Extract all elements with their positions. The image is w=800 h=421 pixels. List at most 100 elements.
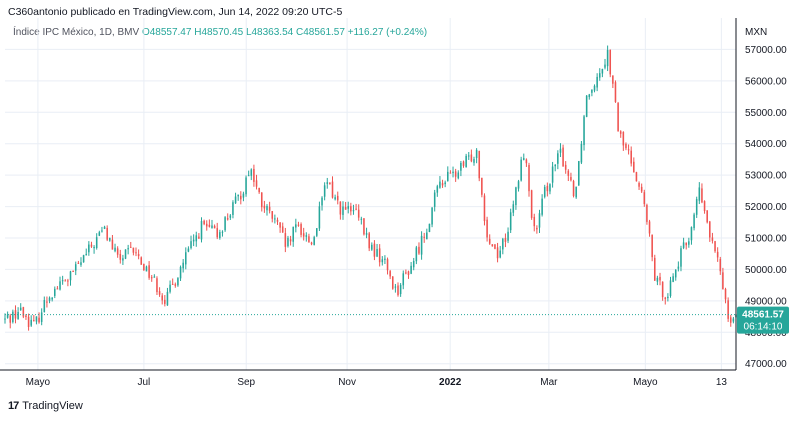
candle-body — [572, 181, 575, 196]
candle-body — [635, 172, 638, 182]
candle-body — [373, 243, 376, 257]
candle-body — [496, 247, 499, 259]
candle-body — [268, 206, 271, 211]
candle-body — [478, 151, 481, 179]
candle-body — [344, 207, 347, 210]
candle-body — [74, 264, 77, 271]
candle-body — [530, 190, 533, 218]
candle-body — [12, 311, 14, 323]
last-price-label: 48561.57 — [742, 310, 784, 321]
candle-body — [640, 186, 643, 192]
candle-body — [326, 182, 329, 184]
candle-body — [334, 197, 336, 200]
candle-body — [313, 237, 315, 245]
candle-body — [512, 204, 515, 213]
candle-body — [77, 262, 80, 264]
candle-body — [205, 223, 208, 227]
candle-body — [190, 241, 192, 249]
candle-body — [562, 147, 564, 167]
candle-body — [491, 244, 494, 247]
candle-body — [653, 257, 656, 281]
candle-body — [627, 149, 630, 151]
candle-body — [394, 286, 397, 288]
candle-body — [397, 285, 399, 296]
candle-body — [722, 272, 724, 290]
candle-body — [240, 195, 242, 200]
candle-body — [386, 259, 389, 271]
time-tick-label: Mayo — [633, 377, 658, 388]
time-tick-label: Nov — [338, 377, 356, 388]
candle-body — [541, 198, 543, 215]
candle-body — [316, 228, 318, 236]
time-tick-label: 2022 — [439, 377, 462, 388]
candle-body — [625, 143, 627, 149]
candle-body — [287, 237, 289, 247]
candle-body — [363, 218, 365, 235]
candle-body — [533, 216, 536, 227]
candle-body — [61, 280, 64, 282]
candle-body — [384, 258, 386, 260]
candle-body — [82, 255, 85, 263]
candle-body — [622, 132, 625, 146]
price-tick-label: 55000.00 — [745, 108, 787, 119]
candle-body — [646, 204, 648, 222]
candle-body — [475, 149, 478, 159]
candle-body — [310, 242, 313, 245]
candle-body — [17, 311, 19, 320]
candle-body — [567, 170, 570, 176]
candle-body — [596, 76, 598, 88]
price-tick-label: 49000.00 — [745, 296, 787, 307]
candle-body — [129, 246, 132, 248]
candle-body — [536, 227, 538, 230]
candle-body — [127, 248, 129, 250]
candle-body — [502, 238, 504, 250]
candle-body — [339, 201, 342, 215]
open-value: O48557.47 — [141, 27, 192, 38]
candle-body — [38, 317, 40, 323]
candle-body — [237, 194, 239, 197]
price-chart[interactable]: MXN47000.0048000.0049000.0050000.0051000… — [0, 18, 800, 396]
time-tick-label: 13 — [716, 377, 728, 388]
candle-body — [276, 219, 279, 222]
low-value: L48363.54 — [245, 27, 294, 38]
price-tick-label: 53000.00 — [745, 171, 787, 182]
candle-body — [101, 230, 103, 232]
candle-body — [9, 315, 12, 323]
candle-body — [150, 277, 153, 279]
candle-body — [381, 259, 384, 263]
candle-body — [300, 224, 302, 235]
candle-body — [229, 215, 232, 218]
time-tick-label: Jul — [137, 377, 150, 388]
candle-body — [140, 257, 143, 265]
candle-body — [195, 235, 198, 242]
candle-body — [88, 244, 90, 253]
grid-lines — [5, 18, 736, 370]
candle-body — [504, 238, 507, 242]
candles — [4, 45, 737, 331]
candle-body — [321, 197, 323, 206]
candle-body — [669, 280, 672, 296]
candle-body — [271, 211, 274, 219]
candle-body — [182, 262, 184, 269]
candle-body — [507, 231, 509, 241]
candle-body — [329, 183, 331, 185]
candle-body — [690, 227, 693, 241]
candle-body — [378, 248, 381, 263]
candle-body — [391, 276, 394, 289]
candle-body — [295, 224, 297, 228]
tradingview-logo-icon: 17 — [8, 400, 19, 412]
footer-brand[interactable]: 17 TradingView — [8, 400, 83, 412]
candle-body — [619, 131, 622, 134]
candle-body — [208, 224, 211, 227]
time-tick-label: Sep — [237, 377, 255, 388]
candle-body — [219, 232, 221, 238]
candle-body — [242, 193, 245, 198]
price-tick-label: 47000.00 — [745, 359, 787, 370]
chart-area[interactable]: MXN47000.0048000.0049000.0050000.0051000… — [0, 18, 800, 396]
candle-body — [30, 319, 32, 326]
candle-body — [106, 227, 108, 240]
brand-label: TradingView — [22, 400, 83, 412]
candle-body — [266, 205, 268, 211]
candle-body — [643, 192, 646, 205]
candle-body — [224, 217, 226, 231]
